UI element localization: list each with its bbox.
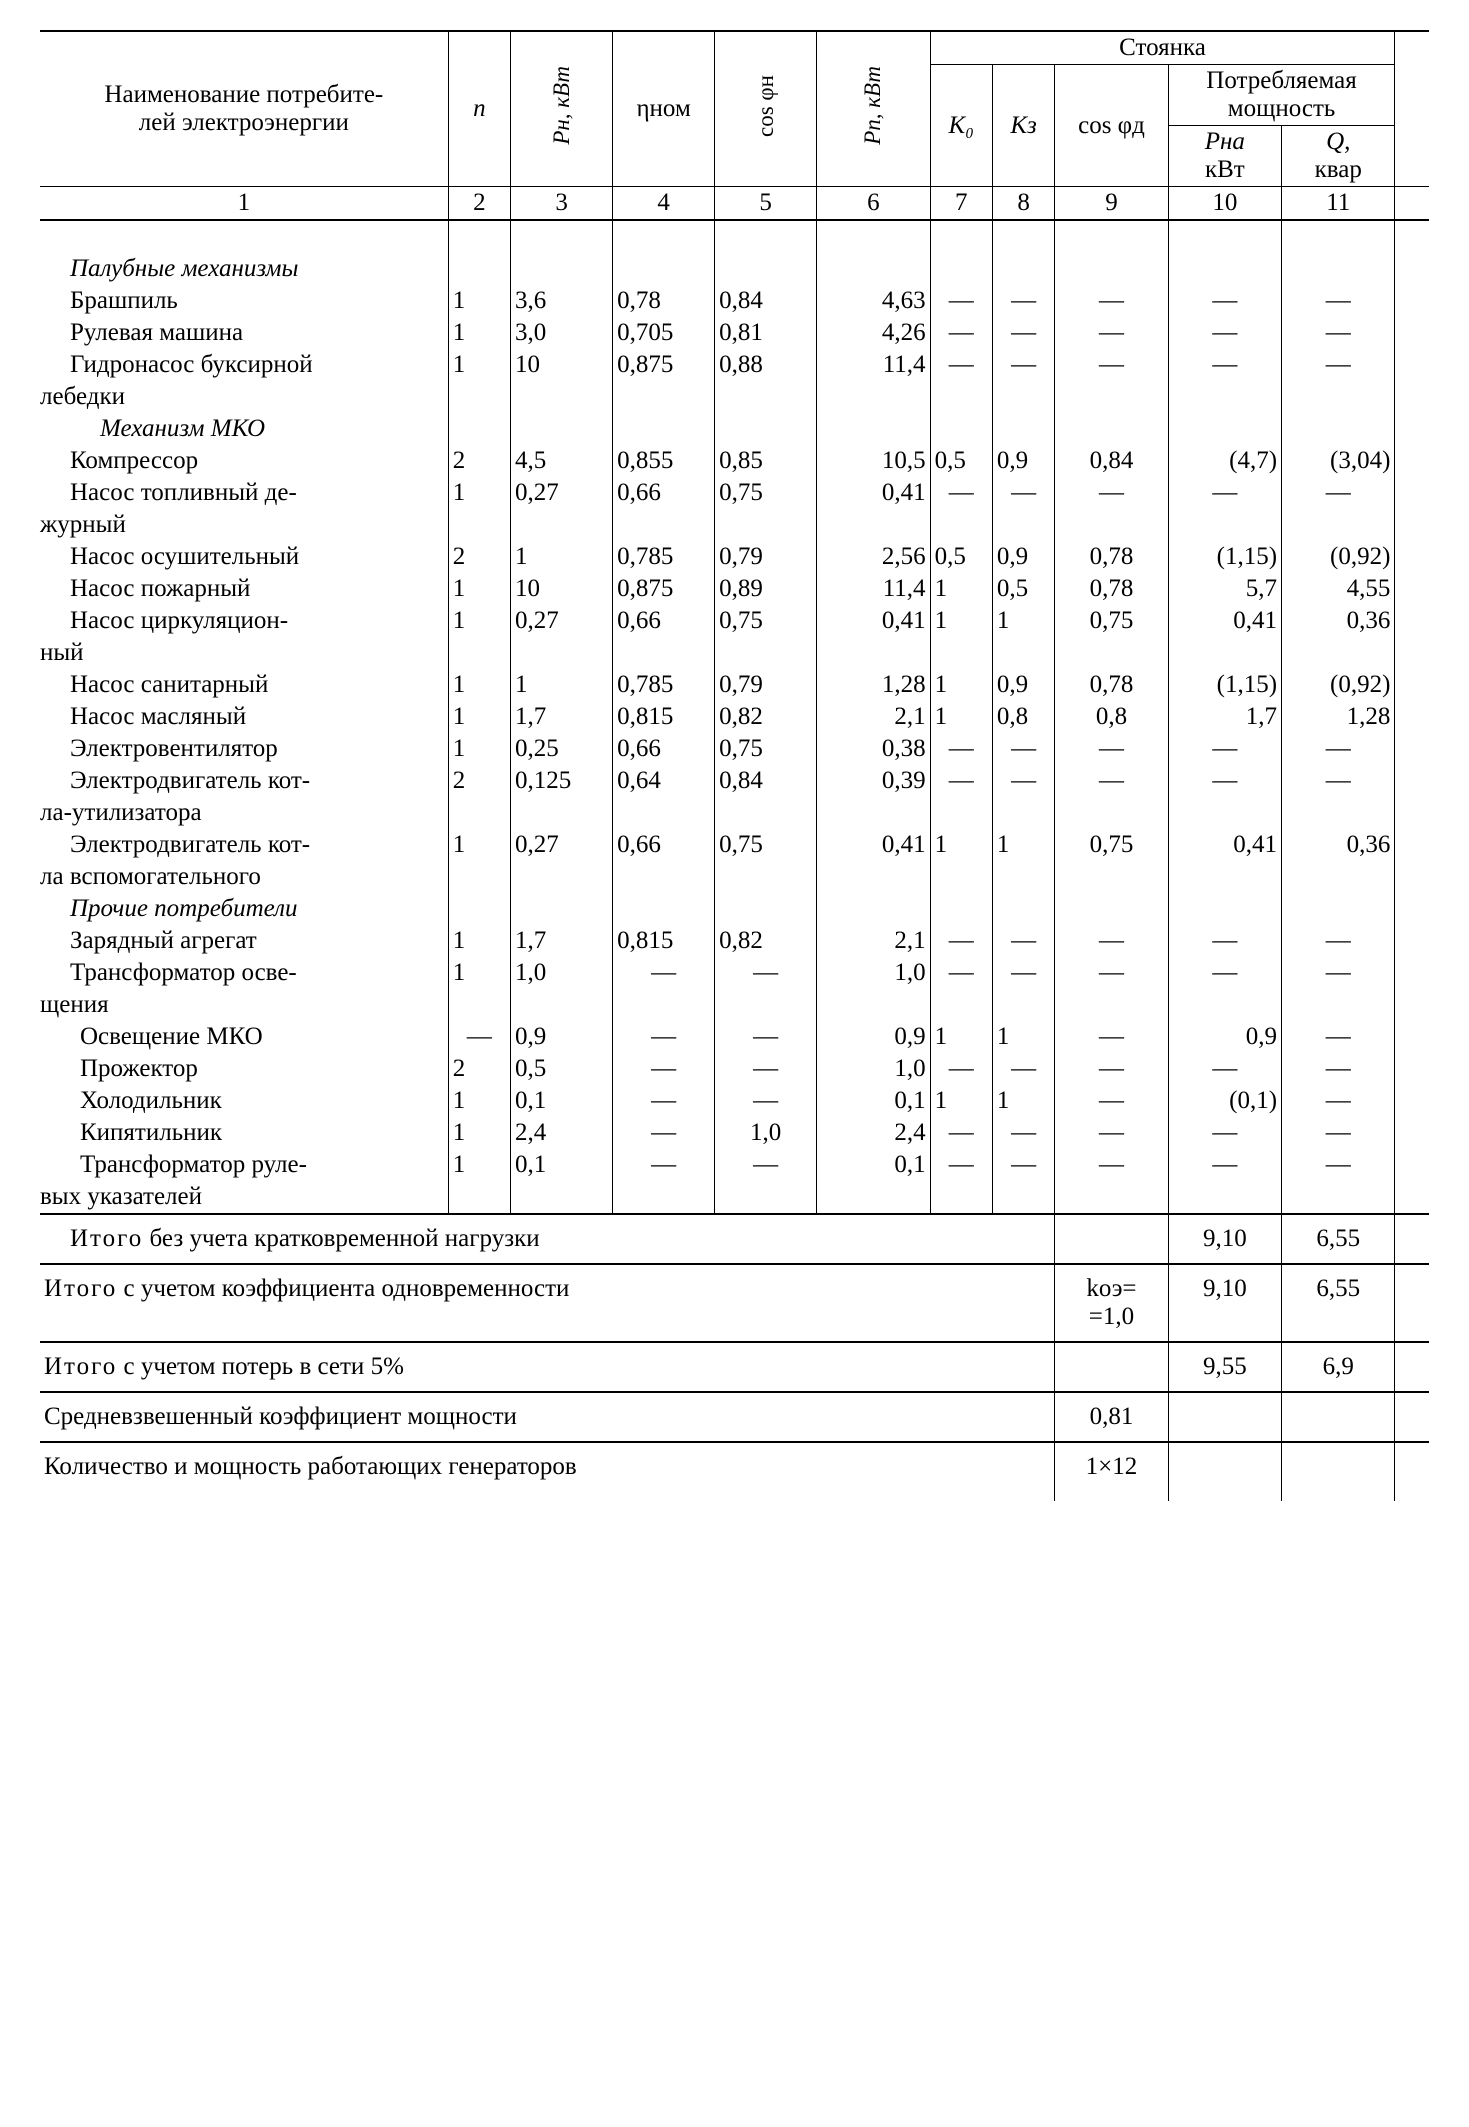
load-table: Наименование потребите- лей электроэнерг… (40, 30, 1429, 1501)
table-row: Электродвигатель кот-10,270,660,750,4111… (40, 829, 1429, 861)
table-row (40, 220, 1429, 253)
col4-label: ηном (636, 95, 690, 122)
section-label: Механизм МКО (40, 413, 448, 445)
summary-row: Итого с учетом коэффициента одновременно… (40, 1264, 1429, 1342)
col1-label-a: Наименование (104, 81, 260, 108)
header-row-1: Наименование потребите- лей электроэнерг… (40, 31, 1429, 65)
cn1: 1 (40, 187, 448, 221)
table-row: Трансформатор осве-11,0——1,0————— (40, 957, 1429, 989)
table-row: вых указателей (40, 1181, 1429, 1214)
table-row: Брашпиль13,60,780,844,63————— (40, 285, 1429, 317)
table-row: Компрессор24,50,8550,8510,50,50,90,84(4,… (40, 445, 1429, 477)
col6-label: Pп, кВт (860, 66, 886, 145)
summary-label: Средневзвешенный коэффициент мощности (40, 1392, 1055, 1442)
cn7: 7 (930, 187, 992, 221)
section-label: Прочие потребители (40, 893, 448, 925)
table-row: Рулевая машина13,00,7050,814,26————— (40, 317, 1429, 349)
summary-row: Количество и мощность работающих генерат… (40, 1442, 1429, 1501)
table-row: Прожектор20,5——1,0————— (40, 1053, 1429, 1085)
table-row: Насос циркуляцион-10,270,660,750,41110,7… (40, 605, 1429, 637)
cn6: 6 (817, 187, 930, 221)
table-row: Электровентилятор10,250,660,750,38————— (40, 733, 1429, 765)
table-row: Насос санитарный110,7850,791,2810,90,78(… (40, 669, 1429, 701)
table-row: щения (40, 989, 1429, 1021)
col3-label: Pн, кВт (549, 66, 575, 145)
summary-row: Итого без учета кратковременной нагрузки… (40, 1214, 1429, 1264)
table-row: Насос масляный11,70,8150,822,110,80,81,7… (40, 701, 1429, 733)
col10b: кВт (1205, 156, 1245, 183)
cn5: 5 (715, 187, 817, 221)
col1-label-b: потребите- (266, 81, 383, 108)
table-row: Насос пожарный1100,8750,8911,410,50,785,… (40, 573, 1429, 605)
col8-label: Kз (1010, 112, 1036, 139)
table-row: Зарядный агрегат11,70,8150,822,1————— (40, 925, 1429, 957)
table-row: лебедки (40, 381, 1429, 413)
summary-label: Количество и мощность работающих генерат… (40, 1442, 1055, 1501)
col5-label: cos φн (753, 75, 779, 137)
section-label: Палубные механизмы (40, 253, 448, 285)
summary-row: Средневзвешенный коэффициент мощности 0,… (40, 1392, 1429, 1442)
cn8: 8 (992, 187, 1054, 221)
col7-label: K₀ (949, 112, 974, 139)
summary-label: Итого (44, 1353, 117, 1380)
table-row: Трансформатор руле-10,1——0,1————— (40, 1149, 1429, 1181)
cn4: 4 (613, 187, 715, 221)
col1-label-c: лей электроэнергии (139, 109, 349, 136)
col9-label: cos φд (1078, 112, 1145, 139)
col2-label: n (473, 95, 486, 122)
table-row: журный (40, 509, 1429, 541)
table-row: Насос осушительный210,7850,792,560,50,90… (40, 541, 1429, 573)
table-row: ла-утилизатора (40, 797, 1429, 829)
summary-row: Итого с учетом потерь в сети 5% 9,55 6,9 (40, 1342, 1429, 1392)
cn3: 3 (511, 187, 613, 221)
colnum-row: 1 2 3 4 5 6 7 8 9 10 11 (40, 187, 1429, 221)
table-row: Освещение МКО—0,9——0,911—0,9— (40, 1021, 1429, 1053)
col11b: квар (1315, 156, 1362, 183)
power-label: Потребляемая мощность (1206, 67, 1356, 122)
cn11: 11 (1282, 187, 1395, 221)
table-row: Электродвигатель кот-20,1250,640,840,39—… (40, 765, 1429, 797)
col11a: Q, (1326, 128, 1350, 155)
cn9: 9 (1055, 187, 1168, 221)
cn2: 2 (448, 187, 510, 221)
cn10: 10 (1168, 187, 1281, 221)
table-row: ла вспомогательного (40, 861, 1429, 893)
table-row: Гидронасос буксирной1100,8750,8811,4————… (40, 349, 1429, 381)
col10a: Pна (1205, 128, 1245, 155)
table-row: ный (40, 637, 1429, 669)
table-row: Палубные механизмы (40, 253, 1429, 285)
summary-label: Итого (70, 1225, 143, 1252)
table-row: Прочие потребители (40, 893, 1429, 925)
table-row: Насос топливный де-10,270,660,750,41————… (40, 477, 1429, 509)
stoyanka-label: Стоянка (1119, 34, 1206, 61)
table-row: Механизм МКО (40, 413, 1429, 445)
table-row: Холодильник10,1——0,111—(0,1)— (40, 1085, 1429, 1117)
summary-label: Итого (44, 1275, 117, 1302)
table-row: Кипятильник12,4—1,02,4————— (40, 1117, 1429, 1149)
